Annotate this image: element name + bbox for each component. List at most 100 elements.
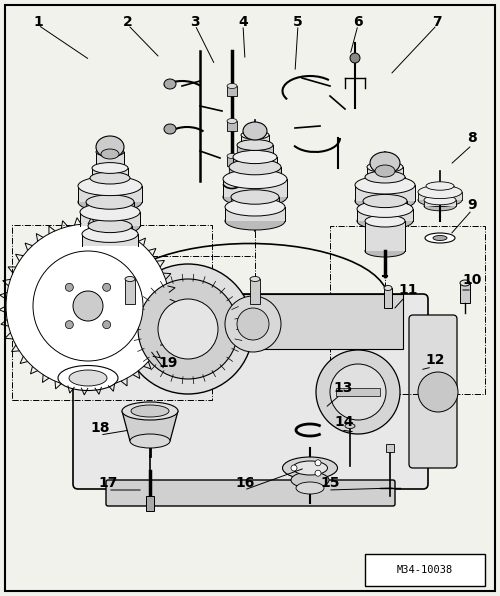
Bar <box>365 177 405 185</box>
Ellipse shape <box>365 179 405 191</box>
Text: 8: 8 <box>467 131 477 145</box>
Text: 1: 1 <box>33 15 43 29</box>
Bar <box>223 179 287 197</box>
Text: 19: 19 <box>158 356 178 370</box>
Bar <box>229 167 281 179</box>
Ellipse shape <box>363 194 407 207</box>
Text: 7: 7 <box>432 15 442 29</box>
Ellipse shape <box>296 482 324 494</box>
Ellipse shape <box>131 405 169 417</box>
Bar <box>227 86 237 96</box>
Ellipse shape <box>90 172 130 184</box>
Ellipse shape <box>225 198 285 216</box>
Circle shape <box>158 299 218 359</box>
Bar <box>96 152 124 168</box>
Ellipse shape <box>241 141 269 149</box>
Polygon shape <box>122 411 178 441</box>
Circle shape <box>60 315 80 335</box>
Ellipse shape <box>82 238 138 254</box>
Ellipse shape <box>357 213 413 229</box>
Text: 3: 3 <box>190 15 200 29</box>
Ellipse shape <box>367 162 403 172</box>
Ellipse shape <box>82 226 138 243</box>
Ellipse shape <box>355 192 415 210</box>
Ellipse shape <box>363 203 407 216</box>
Text: 17: 17 <box>98 476 117 490</box>
Ellipse shape <box>130 434 170 448</box>
Ellipse shape <box>418 185 462 198</box>
Ellipse shape <box>233 160 277 173</box>
Text: 10: 10 <box>462 273 481 287</box>
Bar <box>86 202 134 212</box>
Ellipse shape <box>88 228 132 241</box>
Ellipse shape <box>460 280 470 286</box>
Text: 11: 11 <box>398 283 418 297</box>
Ellipse shape <box>80 217 140 235</box>
Ellipse shape <box>433 235 447 241</box>
Text: M34-10038: M34-10038 <box>397 565 453 575</box>
Bar <box>250 279 260 304</box>
Ellipse shape <box>92 173 128 184</box>
Bar <box>98 294 403 349</box>
Ellipse shape <box>231 190 279 204</box>
Ellipse shape <box>78 193 142 212</box>
Bar <box>225 207 285 221</box>
Bar <box>12 225 212 400</box>
Ellipse shape <box>233 150 277 163</box>
Ellipse shape <box>164 124 176 134</box>
Bar <box>227 121 237 131</box>
Ellipse shape <box>375 165 395 177</box>
Circle shape <box>6 224 170 388</box>
Ellipse shape <box>227 83 237 88</box>
Circle shape <box>291 465 297 471</box>
Bar <box>78 186 142 202</box>
Text: 16: 16 <box>236 476 255 490</box>
Ellipse shape <box>424 201 456 211</box>
Ellipse shape <box>225 212 285 230</box>
Circle shape <box>60 277 80 297</box>
Circle shape <box>96 277 116 297</box>
Bar <box>426 186 454 192</box>
Ellipse shape <box>243 122 267 140</box>
Ellipse shape <box>58 365 118 390</box>
Text: 15: 15 <box>320 476 340 490</box>
Circle shape <box>66 283 74 291</box>
Ellipse shape <box>125 277 135 281</box>
Bar <box>88 226 132 234</box>
Ellipse shape <box>80 203 140 221</box>
Ellipse shape <box>426 188 454 196</box>
Ellipse shape <box>418 193 462 207</box>
Bar <box>386 444 394 452</box>
Circle shape <box>33 251 143 361</box>
Ellipse shape <box>291 472 329 488</box>
Ellipse shape <box>86 205 134 219</box>
Ellipse shape <box>357 201 413 218</box>
Circle shape <box>315 470 321 476</box>
Ellipse shape <box>229 159 281 175</box>
Ellipse shape <box>370 152 400 174</box>
Bar <box>363 201 407 209</box>
Ellipse shape <box>250 277 260 281</box>
Circle shape <box>102 321 110 328</box>
Circle shape <box>225 296 281 352</box>
Ellipse shape <box>365 171 405 183</box>
Bar <box>365 221 405 251</box>
Ellipse shape <box>365 215 405 227</box>
Ellipse shape <box>365 245 405 257</box>
Circle shape <box>237 308 269 340</box>
Bar <box>330 226 485 394</box>
Text: 4: 4 <box>238 15 248 29</box>
Text: 12: 12 <box>425 353 445 367</box>
Ellipse shape <box>122 402 178 420</box>
Ellipse shape <box>223 169 287 188</box>
Ellipse shape <box>237 151 273 162</box>
Bar <box>241 135 269 145</box>
Ellipse shape <box>424 195 456 205</box>
Text: 2: 2 <box>123 15 133 29</box>
Ellipse shape <box>241 131 269 139</box>
Text: 5: 5 <box>293 15 303 29</box>
Bar <box>355 185 415 201</box>
Ellipse shape <box>345 424 355 429</box>
Bar <box>384 288 392 308</box>
FancyBboxPatch shape <box>73 294 428 489</box>
